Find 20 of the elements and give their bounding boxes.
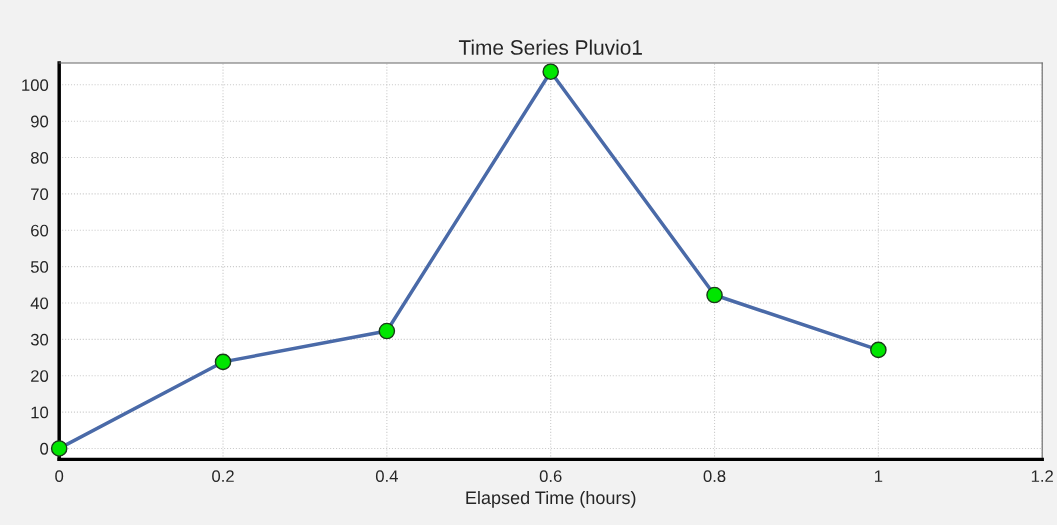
y-tick-label: 50: [30, 261, 49, 273]
x-tick-label: 1.2: [1031, 470, 1053, 482]
x-tick-label: 0.2: [212, 470, 234, 483]
y-tick-label: 90: [31, 115, 49, 128]
y-tick-label: 30: [30, 333, 49, 346]
y-tick-label: 100: [22, 79, 49, 92]
x-axis-title: Elapsed Time (hours): [466, 490, 636, 508]
y-tick-label: 70: [31, 188, 49, 201]
x-tick-label: 1: [875, 470, 883, 482]
y-tick-label: 40: [30, 297, 49, 310]
x-tick-label: 0.4: [375, 470, 398, 483]
y-tick-label: 10: [31, 406, 49, 419]
x-tick-label: 0.8: [703, 470, 726, 483]
y-tick-label: 20: [31, 370, 49, 382]
y-tick-label: 60: [31, 224, 49, 237]
y-tick-label: 0: [40, 442, 49, 455]
x-tick-label: 0.6: [539, 470, 562, 483]
chart-title: Time Series Pluvio1: [458, 39, 642, 55]
y-tick-label: 80: [30, 151, 49, 164]
x-tick-label: 0: [55, 470, 64, 483]
